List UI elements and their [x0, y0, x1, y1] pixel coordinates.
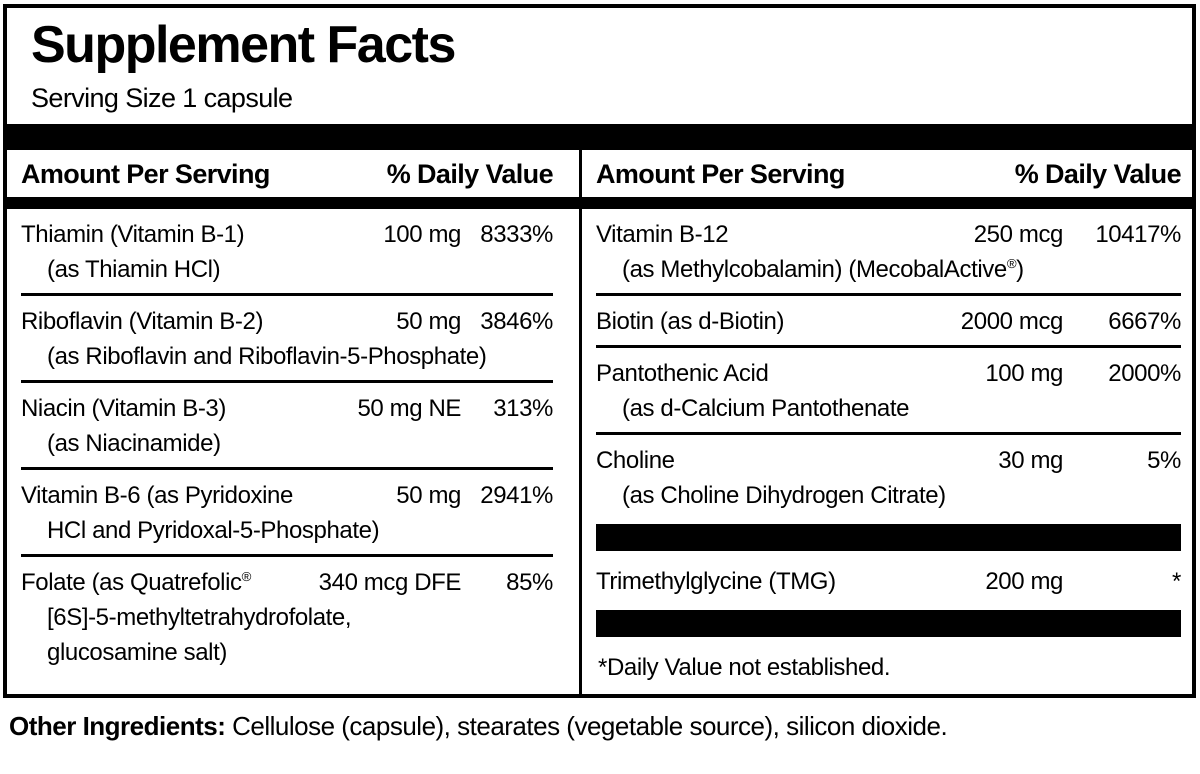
nutrient-source-line: [6S]-5-methyltetrahydrofolate,	[47, 603, 352, 631]
daily-value-header: % Daily Value	[1014, 158, 1182, 189]
column-header: Amount Per Serving % Daily Value	[21, 150, 554, 197]
nutrient-daily-value: 3846%	[480, 307, 553, 335]
nutrient-daily-value: 10417%	[1095, 220, 1181, 248]
nutrient-name: Vitamin B-6 (as Pyridoxine	[21, 481, 293, 509]
facts-columns: Amount Per Serving % Daily Value Thiamin…	[7, 149, 1192, 694]
daily-value-header: % Daily Value	[386, 158, 554, 189]
amount-per-serving-header: Amount Per Serving	[21, 158, 270, 189]
nutrient-daily-value: 2000%	[1108, 359, 1181, 387]
nutrient-row: Niacin (Vitamin B-3) 50 mg NE 313% (as Niac…	[21, 379, 553, 467]
nutrient-row-main: Riboflavin (Vitamin B-2) 50 mg 3846%	[21, 304, 553, 339]
nutrient-daily-value: 313%	[493, 394, 553, 422]
nutrient-amount: 200 mg	[985, 567, 1063, 595]
nutrient-row-main: Choline 30 mg 5%	[596, 443, 1181, 478]
amount-per-serving-header: Amount Per Serving	[596, 158, 845, 189]
nutrient-source-line: (as d-Calcium Pantothenate	[622, 394, 910, 422]
nutrient-name: Riboflavin (Vitamin B-2)	[21, 307, 264, 335]
nutrient-row-main: Pantothenic Acid 100 mg 2000%	[596, 356, 1181, 391]
nutrient-name: Niacin (Vitamin B-3)	[21, 394, 226, 422]
section-divider-bar	[596, 609, 1181, 637]
nutrient-name: Trimethylglycine (TMG)	[596, 567, 836, 595]
header-underline-bar	[582, 196, 1192, 209]
nutrient-row: Thiamin (Vitamin B-1) 100 mg 8333% (as Thia…	[21, 209, 553, 293]
nutrient-amount: 50 mg	[396, 307, 461, 335]
nutrient-row: Trimethylglycine (TMG) 200 mg *	[596, 556, 1181, 605]
nutrient-name: Vitamin B-12	[596, 220, 729, 248]
nutrient-rows-left: Thiamin (Vitamin B-1) 100 mg 8333% (as Thia…	[21, 209, 553, 676]
nutrient-row-main: Vitamin B-6 (as Pyridoxine 50 mg 2941%	[21, 478, 553, 513]
facts-column-left: Amount Per Serving % Daily Value Thiamin…	[7, 150, 579, 694]
nutrient-source-line: (as Niacinamide)	[47, 429, 221, 457]
other-ingredients-label: Other Ingredients:	[9, 711, 226, 741]
nutrient-amount: 50 mg	[396, 481, 461, 509]
header-underline-bar	[7, 196, 579, 209]
nutrient-source-line: (as Choline Dihydrogen Citrate)	[622, 481, 946, 509]
nutrient-name: Folate (as Quatrefolic®	[21, 568, 251, 596]
nutrient-row-main: Trimethylglycine (TMG) 200 mg *	[596, 564, 1181, 599]
nutrient-row-main: Thiamin (Vitamin B-1) 100 mg 8333%	[21, 217, 553, 252]
nutrient-amount: 50 mg NE	[357, 394, 461, 422]
nutrient-daily-value: 8333%	[480, 220, 553, 248]
nutrient-daily-value: 6667%	[1108, 307, 1181, 335]
nutrient-row-main: Folate (as Quatrefolic® 340 mcg DFE 85%	[21, 565, 553, 600]
nutrient-amount: 100 mg	[985, 359, 1063, 387]
nutrient-name: Choline	[596, 446, 675, 474]
nutrient-amount: 30 mg	[998, 446, 1063, 474]
facts-column-right: Amount Per Serving % Daily Value Vitamin…	[579, 149, 1192, 694]
nutrient-row: Vitamin B-12 250 mcg 10417% (as Methylcobal…	[596, 209, 1181, 293]
nutrient-daily-value: 85%	[506, 568, 553, 596]
daily-value-footnote: *Daily Value not established.	[598, 653, 891, 681]
nutrient-row-main: Niacin (Vitamin B-3) 50 mg NE 313%	[21, 391, 553, 426]
nutrient-row: Vitamin B-6 (as Pyridoxine 50 mg 2941% HCl …	[21, 466, 553, 554]
other-ingredients: Other Ingredients: Cellulose (capsule), …	[9, 711, 1196, 742]
nutrient-daily-value: *	[1172, 567, 1181, 595]
nutrient-source-line: (as Methylcobalamin) (MecobalActive®)	[622, 255, 1024, 283]
nutrient-name: Thiamin (Vitamin B-1)	[21, 220, 245, 248]
nutrient-row: Biotin (as d-Biotin) 2000 mcg 6667%	[596, 292, 1181, 345]
column-header: Amount Per Serving % Daily Value	[596, 150, 1182, 197]
supplement-facts-panel: Supplement Facts Serving Size 1 capsule …	[3, 4, 1196, 698]
nutrient-source-line: (as Riboflavin and Riboflavin-5-Phosphat…	[47, 342, 487, 370]
nutrient-row: Riboflavin (Vitamin B-2) 50 mg 3846% (as Ri…	[21, 292, 553, 380]
nutrient-amount: 100 mg	[383, 220, 461, 248]
nutrient-rows-right: Vitamin B-12 250 mcg 10417% (as Methylcobal…	[596, 209, 1181, 685]
nutrient-source-line: glucosamine salt)	[47, 638, 227, 666]
nutrient-amount: 2000 mcg	[960, 307, 1064, 335]
serving-size: Serving Size 1 capsule	[31, 82, 293, 113]
other-ingredients-text: Cellulose (capsule), stearates (vegetabl…	[225, 711, 948, 741]
nutrient-row: Choline 30 mg 5% (as Choline Dihydrogen Cit…	[596, 431, 1181, 519]
section-divider-bar	[596, 523, 1181, 551]
supplement-label-page: Supplement Facts Serving Size 1 capsule …	[3, 4, 1196, 742]
nutrient-amount: 340 mcg DFE	[318, 568, 462, 596]
nutrient-row: Folate (as Quatrefolic® 340 mcg DFE 85% [6S…	[21, 553, 553, 676]
nutrient-row: Pantothenic Acid 100 mg 2000% (as d-Calcium…	[596, 344, 1181, 432]
nutrient-daily-value: 2941%	[480, 481, 553, 509]
nutrient-row-main: Biotin (as d-Biotin) 2000 mcg 6667%	[596, 304, 1181, 339]
nutrient-source-line: (as Thiamin HCl)	[47, 255, 221, 283]
nutrient-amount: 250 mcg	[973, 220, 1064, 248]
nutrient-name: Biotin (as d-Biotin)	[596, 307, 785, 335]
panel-title: Supplement Facts	[31, 16, 456, 74]
nutrient-source-line: HCl and Pyridoxal-5-Phosphate)	[47, 516, 380, 544]
nutrient-row-main: Vitamin B-12 250 mcg 10417%	[596, 217, 1181, 252]
nutrient-name: Pantothenic Acid	[596, 359, 769, 387]
top-divider-bar	[7, 123, 1192, 150]
nutrient-daily-value: 5%	[1147, 446, 1181, 474]
